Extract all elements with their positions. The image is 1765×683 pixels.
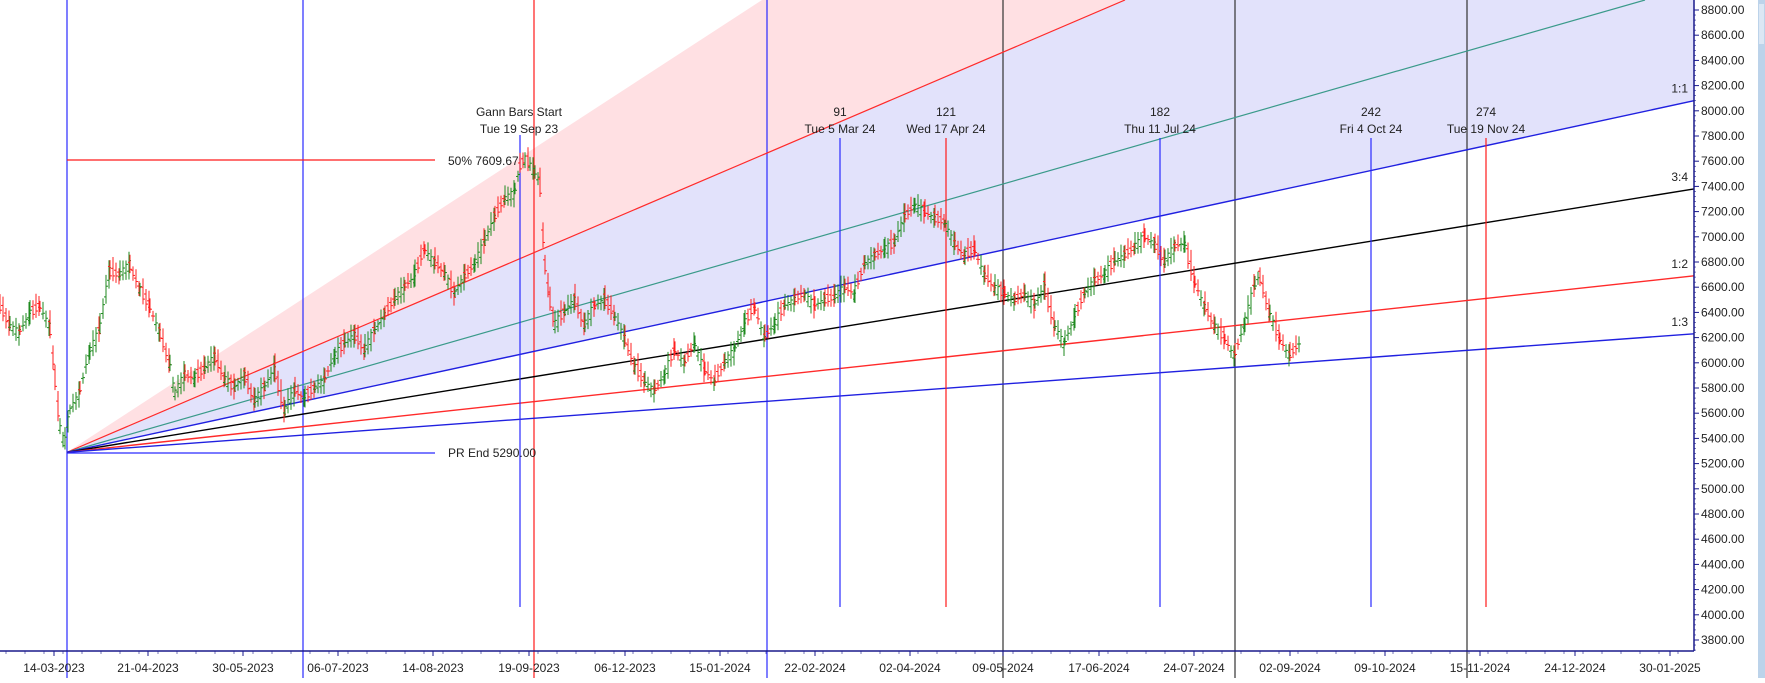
vertical-scrollbar[interactable] — [1758, 0, 1765, 678]
y-tick-label: 4600.00 — [1701, 532, 1745, 546]
y-tick-label: 7400.00 — [1701, 179, 1745, 193]
y-tick-label: 5400.00 — [1701, 431, 1745, 445]
x-tick-label: 14-08-2023 — [402, 661, 464, 675]
y-tick-label: 4800.00 — [1701, 507, 1745, 521]
x-tick-label: 17-06-2024 — [1068, 661, 1130, 675]
x-tick-label: 09-10-2024 — [1354, 661, 1416, 675]
bar-count-label: 182 — [1150, 105, 1170, 119]
y-tick-label: 8800.00 — [1701, 3, 1745, 17]
gann-start-date: Tue 19 Sep 23 — [480, 122, 559, 136]
y-tick-label: 4200.00 — [1701, 583, 1745, 597]
gann-line-label: 1:1 — [1671, 82, 1688, 96]
x-tick-label: 15-01-2024 — [689, 661, 751, 675]
gann-line-2x1 — [66, 0, 1126, 453]
bar-count-date: Tue 19 Nov 24 — [1447, 122, 1526, 136]
y-tick-label: 6000.00 — [1701, 356, 1745, 370]
x-tick-label: 14-03-2023 — [23, 661, 85, 675]
scrollbar-thumb[interactable] — [1759, 4, 1764, 44]
x-tick-label: 30-01-2025 — [1639, 661, 1701, 675]
bar-count-date: Fri 4 Oct 24 — [1340, 122, 1403, 136]
pr-end-label: PR End 5290.00 — [448, 446, 536, 460]
x-tick-label: 30-05-2023 — [212, 661, 274, 675]
y-tick-label: 8200.00 — [1701, 79, 1745, 93]
x-tick-label: 24-12-2024 — [1544, 661, 1606, 675]
gann-start-label: Gann Bars Start — [476, 105, 563, 119]
y-tick-label: 4000.00 — [1701, 608, 1745, 622]
y-tick-label: 8400.00 — [1701, 53, 1745, 67]
y-tick-label: 8000.00 — [1701, 104, 1745, 118]
y-tick-label: 6200.00 — [1701, 331, 1745, 345]
y-tick-label: 5200.00 — [1701, 457, 1745, 471]
y-tick-label: 7200.00 — [1701, 205, 1745, 219]
x-tick-label: 24-07-2024 — [1163, 661, 1225, 675]
x-tick-label: 21-04-2023 — [117, 661, 179, 675]
y-tick-label: 4400.00 — [1701, 557, 1745, 571]
y-tick-label: 6600.00 — [1701, 280, 1745, 294]
bar-count-label: 121 — [936, 105, 956, 119]
fifty-pct-label: 50% 7609.67 — [448, 154, 519, 168]
y-tick-label: 6400.00 — [1701, 305, 1745, 319]
x-tick-label: 06-12-2023 — [594, 661, 656, 675]
bar-count-date: Thu 11 Jul 24 — [1124, 122, 1196, 136]
x-tick-label: 06-07-2023 — [307, 661, 369, 675]
y-tick-label: 6800.00 — [1701, 255, 1745, 269]
bar-count-date: Wed 17 Apr 24 — [906, 122, 985, 136]
y-tick-label: 5600.00 — [1701, 406, 1745, 420]
y-tick-label: 5800.00 — [1701, 381, 1745, 395]
gann-line-label: 3:4 — [1671, 170, 1688, 184]
y-tick-label: 7600.00 — [1701, 154, 1745, 168]
gann-line-1x1 — [66, 100, 1695, 453]
gann-line-label: 1:3 — [1671, 315, 1688, 329]
x-tick-label: 19-09-2023 — [498, 661, 560, 675]
x-tick-label: 22-02-2024 — [784, 661, 846, 675]
y-tick-label: 7800.00 — [1701, 129, 1745, 143]
gann-line-1x3 — [66, 333, 1695, 453]
gann-line-3x2 — [66, 0, 1646, 453]
y-tick-label: 3800.00 — [1701, 633, 1745, 647]
bar-count-label: 274 — [1476, 105, 1496, 119]
x-tick-label: 02-09-2024 — [1259, 661, 1321, 675]
x-tick-label: 09-05-2024 — [972, 661, 1034, 675]
y-tick-label: 8600.00 — [1701, 28, 1745, 42]
bar-count-date: Tue 5 Mar 24 — [805, 122, 876, 136]
x-tick-label: 15-11-2024 — [1450, 661, 1511, 675]
gann-line-3x4 — [66, 188, 1695, 453]
bar-count-label: 242 — [1361, 105, 1381, 119]
y-tick-label: 5000.00 — [1701, 482, 1745, 496]
bar-count-label: 91 — [833, 105, 847, 119]
gann-line-label: 1:2 — [1671, 257, 1688, 271]
gann-line-1x2 — [66, 275, 1695, 453]
fan-lower-zone — [67, 0, 1694, 453]
y-tick-label: 7000.00 — [1701, 230, 1745, 244]
x-tick-label: 02-04-2024 — [879, 661, 941, 675]
